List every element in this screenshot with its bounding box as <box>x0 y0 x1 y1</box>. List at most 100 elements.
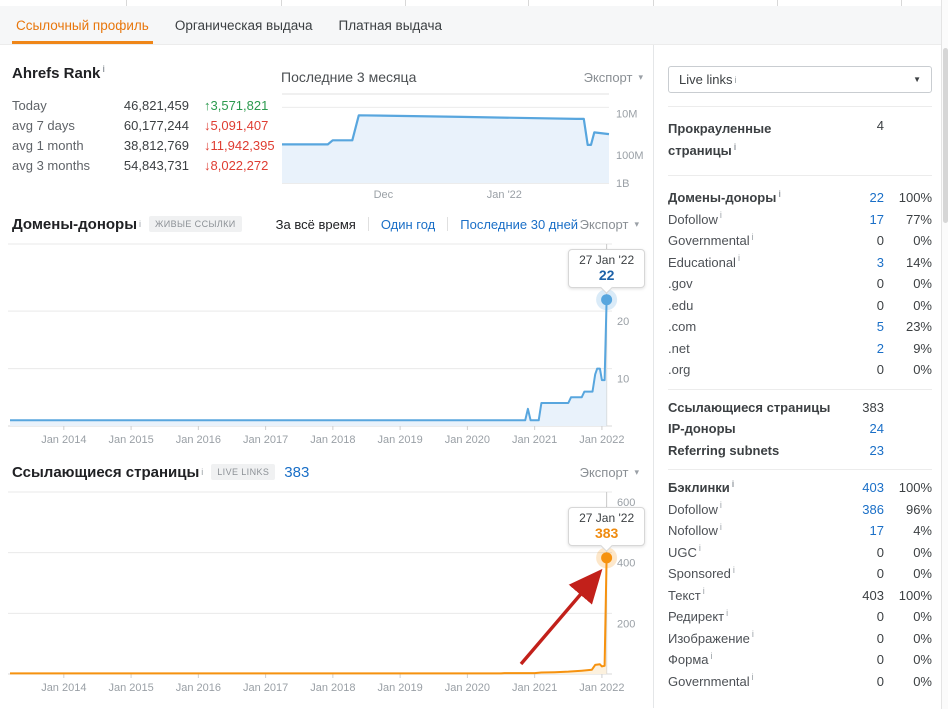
metric-pct: 100% <box>898 190 932 206</box>
rank-row-label: avg 7 days <box>12 117 75 133</box>
top-strip-divider <box>281 0 282 6</box>
metric-value[interactable]: 23 <box>869 442 884 458</box>
rank-row-delta: ↑3,571,821 <box>204 97 269 113</box>
metric-label: Governmental i <box>668 672 754 689</box>
export-button[interactable]: Экспорт ▾ <box>580 217 639 232</box>
info-icon[interactable]: i <box>751 629 754 640</box>
metric-label: Educational i <box>668 253 740 270</box>
export-label: Экспорт <box>579 464 629 480</box>
side-row: Referring subnets 23 <box>668 440 932 462</box>
referring-pages-count[interactable]: 383 <box>284 463 310 481</box>
metric-label: Dofollow i <box>668 210 722 227</box>
info-icon[interactable]: i <box>778 188 781 199</box>
rank-row-label: avg 3 months <box>12 157 91 173</box>
ahrefs-rank-panel: Ahrefs Rank i Today 46,821,459 ↑3,571,821 av… <box>12 65 275 175</box>
rank-row-value: 46,821,459 <box>123 97 189 113</box>
info-icon[interactable]: i <box>719 500 722 511</box>
rank-row-value: 38,812,769 <box>123 137 189 153</box>
side-row: Изображение i 0 0% <box>668 628 932 650</box>
metric-label: Домены-доноры i <box>668 188 781 206</box>
info-icon[interactable]: i <box>102 64 105 74</box>
links-mode-select[interactable]: Live links i ▼ <box>668 66 932 93</box>
scrollbar-thumb[interactable] <box>943 48 948 223</box>
ahrefs-rank-mini-chart[interactable]: 10M 100M 1B Dec Jan '22 <box>281 91 644 210</box>
metric-pct: 100% <box>898 480 932 496</box>
ahrefs-rank-title: Ahrefs Rank i <box>12 64 275 83</box>
chart-tooltip: 27 Jan '22 383 <box>568 506 646 546</box>
rank-row: Today 46,821,459 ↑3,571,821 <box>12 95 275 115</box>
time-filter[interactable]: За всё время <box>275 216 356 232</box>
scrollbar[interactable] <box>941 0 948 709</box>
metric-value[interactable]: 386 <box>862 501 884 517</box>
live-links-badge: ЖИВЫЕ ССЫЛКИ <box>149 216 242 232</box>
links-mode-value: Live links <box>679 72 733 87</box>
divider <box>668 388 932 390</box>
live-links-badge: LIVE LINKS <box>211 464 276 480</box>
referring-domains-chart-canvas[interactable]: 10 20 Jan 2014 Jan 2015 Jan 2016 Jan 2017 Jan … <box>0 238 653 457</box>
rank-row-delta: ↓8,022,272 <box>204 157 269 173</box>
metric-value: 383 <box>862 399 884 415</box>
tooltip-value: 22 <box>598 266 615 283</box>
side-row: Dofollow i 386 96% <box>668 499 932 521</box>
info-icon[interactable]: i <box>719 210 722 221</box>
info-icon[interactable]: i <box>731 478 735 489</box>
svg-text:10: 10 <box>617 374 629 386</box>
info-icon[interactable]: i <box>710 650 713 661</box>
svg-text:10M: 10M <box>616 108 637 120</box>
tab-paid-search[interactable]: Платная выдача <box>338 17 443 33</box>
info-icon[interactable]: i <box>751 672 754 683</box>
tab-backlink-profile[interactable]: Ссылочный профиль <box>12 6 153 44</box>
divider <box>668 175 932 176</box>
metric-pct: 0% <box>913 566 932 582</box>
metric-value[interactable]: 2 <box>876 340 884 356</box>
metric-label: .gov <box>668 276 693 292</box>
svg-text:Jan 2019: Jan 2019 <box>377 434 422 446</box>
metric-label: IP-доноры <box>668 421 736 437</box>
export-button[interactable]: Экспорт ▾ <box>584 70 643 85</box>
metric-value[interactable]: 5 <box>876 319 884 335</box>
metric-pct: 0% <box>913 362 932 378</box>
metric-value[interactable]: 17 <box>869 523 884 539</box>
top-strip-divider <box>405 0 406 6</box>
time-filter[interactable]: Один год <box>380 216 436 232</box>
rank-row-delta: ↓11,942,395 <box>204 137 275 153</box>
time-filter[interactable]: Последние 30 дней <box>460 216 579 232</box>
info-icon[interactable]: i <box>702 586 705 597</box>
svg-text:Jan 2018: Jan 2018 <box>310 434 355 446</box>
metric-pct: 4% <box>913 523 932 539</box>
rank-row-label: avg 1 month <box>12 137 84 153</box>
metric-value[interactable]: 17 <box>869 211 884 227</box>
info-icon[interactable]: i <box>719 521 722 532</box>
export-label: Экспорт <box>579 216 629 232</box>
metric-value[interactable]: 3 <box>876 254 884 270</box>
rank-row-value: 60,177,244 <box>123 117 189 133</box>
metric-value[interactable]: 22 <box>869 190 884 206</box>
info-icon[interactable]: i <box>726 607 729 618</box>
chevron-down-icon: ▾ <box>634 218 639 229</box>
top-strip-divider <box>528 0 529 6</box>
referring-pages-chart-canvas[interactable]: 200 400 600 Jan 2014 Jan 2015 Jan 2016 Jan 201… <box>0 486 653 705</box>
side-row: Ссылающиеся страницы 383 <box>668 397 932 419</box>
referring-pages-header: Ссылающиеся страницы i LIVE LINKS 383 Экс… <box>12 463 639 481</box>
metric-value: 0 <box>876 544 884 560</box>
metric-value[interactable]: 403 <box>862 480 884 496</box>
side-row: Governmental i 0 0% <box>668 230 932 252</box>
metric-value[interactable]: 24 <box>869 421 884 437</box>
metric-label: Бэклинки i <box>668 478 735 496</box>
info-icon[interactable]: i <box>698 543 701 554</box>
side-row: Текст i 403 100% <box>668 585 932 607</box>
referring-pages-chart[interactable]: 200 400 600 Jan 2014 Jan 2015 Jan 2016 Jan 201… <box>0 486 653 700</box>
info-icon[interactable]: i <box>751 231 754 242</box>
metric-value: 0 <box>876 362 884 378</box>
metric-label: Редирект i <box>668 607 729 625</box>
referring-domains-chart[interactable]: 10 20 Jan 2014 Jan 2015 Jan 2016 Jan 2017 Jan … <box>0 238 653 452</box>
metric-label: .com <box>668 319 697 335</box>
svg-text:Jan 2016: Jan 2016 <box>176 682 221 694</box>
info-icon[interactable]: i <box>737 253 740 264</box>
export-button[interactable]: Экспорт ▾ <box>580 465 639 480</box>
metric-label: Форма i <box>668 650 713 668</box>
info-icon[interactable]: i <box>732 564 735 575</box>
tab-organic-search[interactable]: Органическая выдача <box>174 17 313 33</box>
info-icon[interactable]: i <box>733 141 737 152</box>
rank-row: avg 7 days 60,177,244 ↓5,091,407 <box>12 115 275 135</box>
